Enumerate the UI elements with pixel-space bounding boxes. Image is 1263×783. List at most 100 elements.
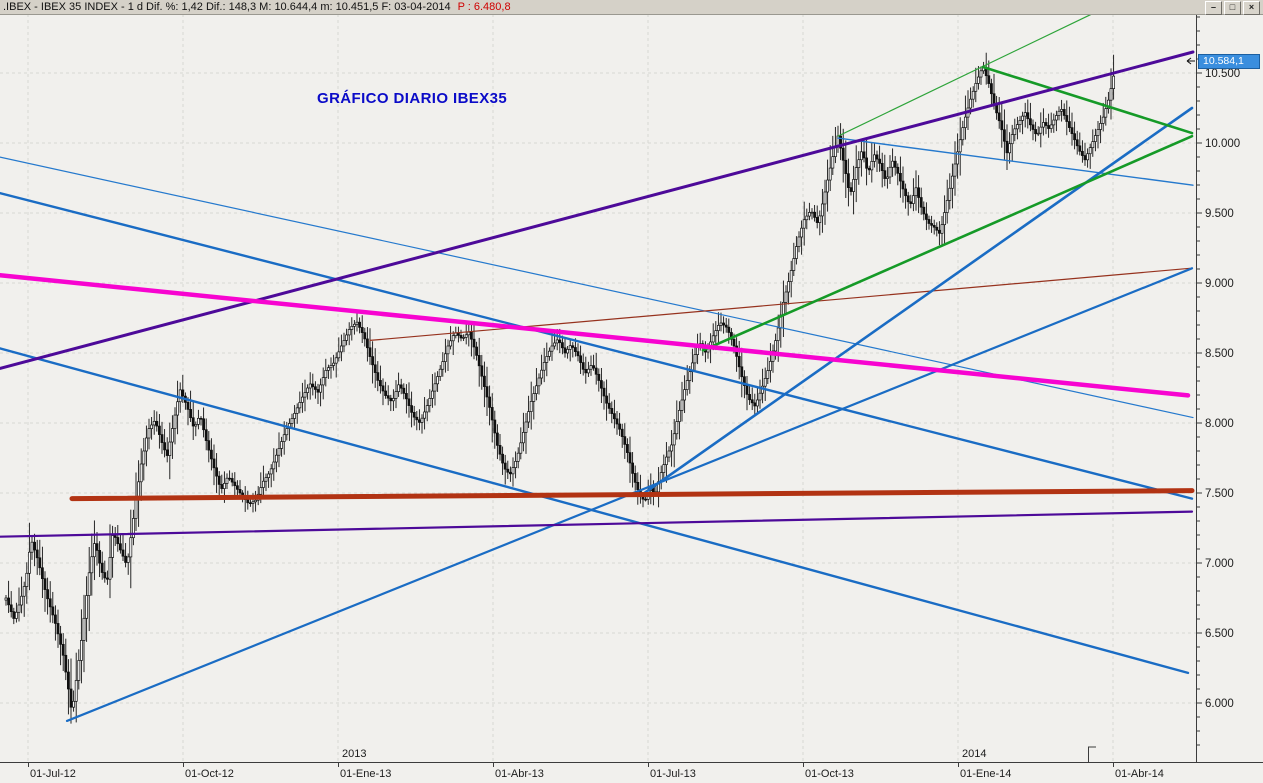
candle-body [464,334,468,338]
close-button[interactable]: × [1243,1,1260,15]
candle-body [176,401,180,416]
candle-body [87,572,91,596]
candle-body [529,401,533,412]
candle-body [1062,109,1066,116]
candle-body [358,321,361,328]
candle-body [332,362,335,366]
candle-body [852,179,855,192]
candle-body [392,398,395,402]
trendline-green-thin-uptrend[interactable] [837,13,1093,137]
candle-body [467,331,471,336]
candle-body [301,396,304,403]
candle-body [1010,134,1014,145]
candle-body [262,480,265,488]
candle-body [329,365,333,369]
date-label: 01-Jul-13 [650,768,696,780]
candle-body [293,412,296,419]
candle-body [589,365,593,370]
candle-body [758,392,762,401]
candle-body [680,399,684,411]
price-label: 10.500 [1205,68,1240,80]
candle-body [1070,127,1074,135]
candle-body [685,380,689,390]
date-label: 01-Ene-13 [340,768,391,780]
trendline-blue-downtrend-steep[interactable] [0,347,1190,675]
candle-body [1065,115,1069,122]
last-bar-marker [1088,746,1096,762]
candle-body [1015,124,1019,130]
date-label: 01-Oct-12 [185,768,234,780]
candle-body [771,350,775,362]
candle-body [724,324,728,328]
candle-body [444,353,447,362]
trendline-green-uptrend[interactable] [701,134,1194,352]
candle-body [259,487,263,495]
candle-body [488,396,491,408]
candle-body [1041,122,1045,128]
candle-body [451,335,455,342]
candle-body [670,444,673,452]
candle-body [485,386,489,398]
candle-body [573,347,577,352]
candle-body [976,76,980,84]
candle-body [129,537,133,558]
candle-body [61,643,65,656]
price-label: 7.000 [1205,558,1234,570]
window-titlebar[interactable]: .IBEX - IBEX 35 INDEX - 1 d Dif. %: 1,42… [0,0,1263,15]
candle-body [615,418,619,425]
candle-body [961,127,965,141]
candle-body [677,410,681,422]
candle-body [922,206,926,215]
candle-body [48,598,52,608]
candle-body [33,541,36,551]
candle-body [223,483,226,489]
trendline-purple-uptrend-major[interactable] [0,50,1195,370]
trendline-brown-horizontal-support[interactable] [69,488,1195,502]
trendline-purple-support-flat[interactable] [0,510,1194,538]
trendline-blue-uptrend-steep[interactable] [643,106,1194,494]
candle-body [145,437,148,452]
candle-body [46,589,49,600]
candle-body [1078,145,1082,152]
candle-body [311,383,315,388]
candle-body [826,179,829,193]
trendline-magenta-downtrend[interactable] [0,273,1191,398]
candle-body [904,188,907,197]
candle-body [269,468,273,475]
minimize-button[interactable]: – [1205,1,1222,15]
chart-annotation-title[interactable]: GRÁFICO DIARIO IBEX35 [317,90,508,107]
candle-body [753,402,757,407]
candle-body [506,468,510,473]
candle-body [496,432,499,446]
candle-body [215,467,219,477]
candle-body [555,339,559,344]
candle-body [103,572,107,579]
candle-body [501,453,504,464]
candle-body [381,385,385,392]
trendline-green-wedge-top[interactable] [981,65,1194,135]
candle-body [7,597,11,606]
candle-body [1031,124,1035,130]
candle-body [233,481,237,487]
trendline-teal-thin-from-oct-peak[interactable] [837,137,1194,186]
trendline-resistance-blue-major[interactable] [0,191,1194,500]
candle-body [1008,143,1011,154]
maximize-button[interactable]: □ [1224,1,1241,15]
candle-body [1005,140,1009,154]
candle-body [230,478,234,483]
candle-body [40,567,44,580]
candle-body [586,368,590,374]
candle-body [327,367,330,371]
candle-body [1047,125,1051,129]
candle-body [178,389,182,403]
candle-body [303,392,307,398]
candle-body [384,390,387,396]
candle-body [25,572,29,587]
candle-body [579,355,582,363]
candle-body [308,383,312,389]
candle-body [618,423,621,430]
candle-body [763,378,767,387]
candle-body [428,398,432,406]
candle-body [906,195,910,203]
